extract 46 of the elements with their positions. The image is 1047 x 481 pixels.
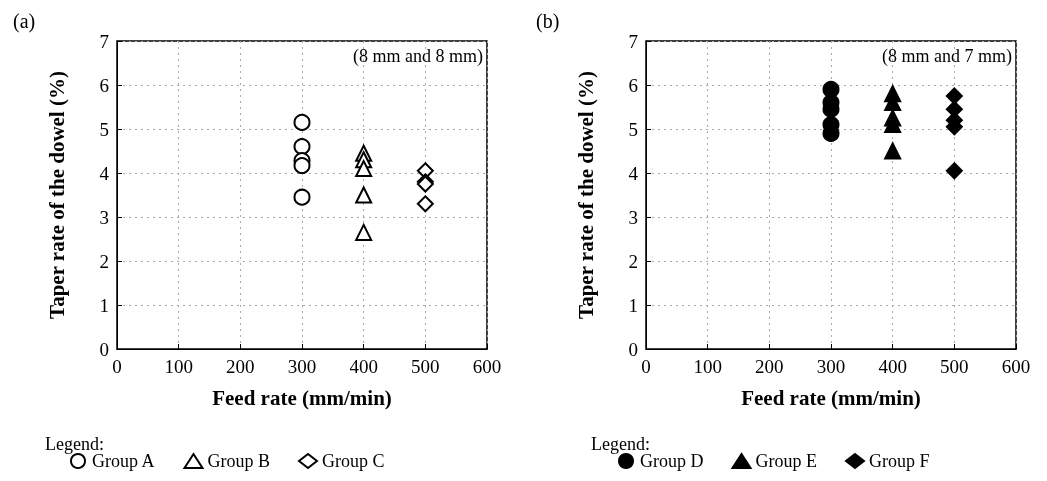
legend-label: Group E	[755, 451, 817, 471]
legend-label: Group D	[640, 451, 704, 471]
x-tick-label: 500	[940, 356, 969, 377]
y-tick-label: 1	[628, 294, 638, 316]
x-tick-label: 300	[287, 356, 317, 377]
chart-title: (a)	[13, 10, 36, 33]
legend-title: Legend:	[591, 434, 650, 454]
y-tick-label: 6	[628, 74, 638, 96]
y-axis-title: Taper rate of the dowel (%)	[44, 71, 69, 319]
annotation: (8 mm and 7 mm)	[882, 46, 1013, 67]
x-tick-label: 400	[349, 356, 378, 377]
y-tick-label: 5	[99, 118, 109, 140]
y-tick-label: 0	[99, 338, 109, 360]
y-tick-label: 3	[99, 206, 109, 228]
y-tick-label: 4	[99, 162, 110, 184]
x-tick-label: 200	[755, 356, 784, 377]
x-tick-label: 200	[226, 356, 255, 377]
x-tick-label: 300	[816, 356, 846, 377]
x-tick-label: 500	[411, 356, 440, 377]
x-tick-label: 100	[693, 356, 722, 377]
y-tick-label: 1	[99, 294, 109, 316]
y-tick-label: 7	[628, 30, 638, 52]
x-axis-title: Feed rate (mm/min)	[212, 385, 392, 410]
y-tick-label: 4	[628, 162, 639, 184]
y-tick-label: 0	[628, 338, 638, 360]
x-tick-label: 400	[878, 356, 907, 377]
y-tick-label: 6	[99, 74, 109, 96]
x-tick-label: 600	[472, 356, 502, 377]
chart-title: (b)	[536, 10, 560, 33]
annotation: (8 mm and 8 mm)	[353, 46, 484, 67]
y-axis-title: Taper rate of the dowel (%)	[573, 71, 598, 319]
legend-label: Group C	[321, 451, 385, 471]
x-axis-title: Feed rate (mm/min)	[741, 385, 921, 410]
y-tick-label: 3	[628, 206, 638, 228]
x-tick-label: 0	[112, 356, 122, 377]
legend-label: Group A	[92, 451, 155, 471]
y-tick-label: 5	[628, 118, 638, 140]
x-tick-label: 0	[641, 356, 651, 377]
legend-label: Group B	[207, 451, 270, 471]
x-tick-label: 600	[1001, 356, 1031, 377]
y-tick-label: 2	[99, 250, 109, 272]
x-tick-label: 100	[164, 356, 193, 377]
legend-label: Group F	[868, 451, 930, 471]
legend-title: Legend:	[45, 434, 104, 454]
y-tick-label: 7	[99, 30, 109, 52]
y-tick-label: 2	[628, 250, 638, 272]
